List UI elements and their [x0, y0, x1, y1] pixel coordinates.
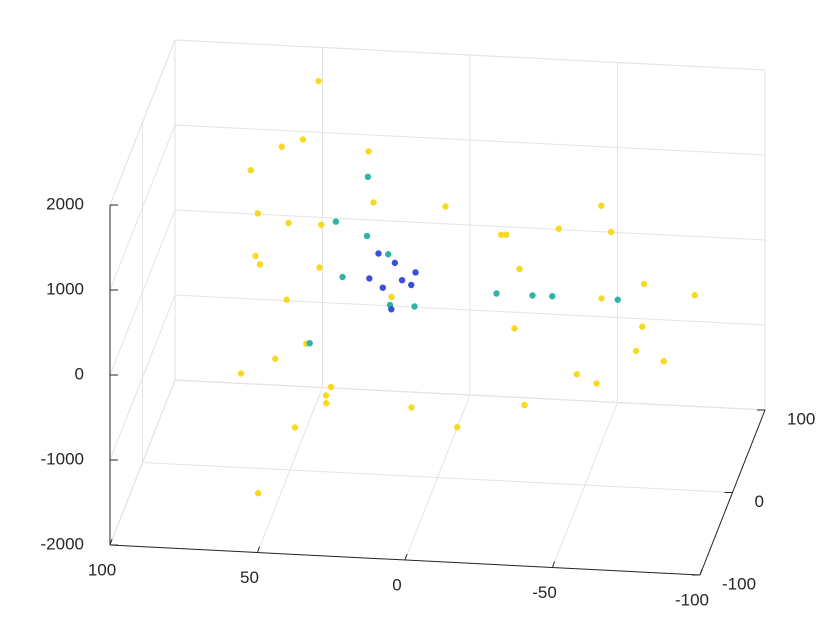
point [379, 284, 386, 291]
point [237, 370, 245, 377]
point [503, 231, 510, 238]
x-tick [552, 561, 555, 568]
point [549, 293, 556, 300]
point [516, 265, 523, 273]
point [323, 400, 330, 407]
point [364, 173, 372, 180]
x-tick [109, 538, 113, 546]
x-tick-label: 0 [392, 575, 401, 594]
point [254, 490, 262, 497]
point [315, 77, 322, 85]
x-tick [404, 553, 408, 561]
y-tick-label: -100 [722, 574, 756, 593]
point [283, 296, 290, 303]
point [316, 264, 323, 271]
grid-line [109, 209, 176, 376]
point [555, 225, 562, 232]
point [660, 358, 667, 365]
grid-line [174, 379, 766, 411]
grid-line [109, 39, 176, 206]
point [391, 259, 399, 267]
y-tick-label: 0 [755, 492, 764, 511]
point [375, 250, 382, 257]
point [408, 281, 415, 289]
point [529, 292, 536, 299]
point [363, 232, 371, 240]
grid-line [174, 39, 766, 71]
z-tick-label: 1000 [46, 279, 84, 298]
grid-line [174, 294, 766, 326]
z-tick-label: -2000 [41, 534, 84, 553]
point [247, 167, 254, 174]
point [365, 148, 372, 155]
point [306, 340, 313, 347]
point [299, 136, 307, 143]
point [598, 295, 605, 302]
point [493, 290, 500, 297]
x-tick [257, 546, 260, 553]
point [614, 296, 621, 303]
point [322, 392, 330, 399]
point [332, 218, 340, 225]
point [511, 325, 518, 332]
point [318, 221, 325, 228]
point [398, 277, 406, 284]
point [632, 347, 640, 355]
point [388, 306, 395, 313]
point [640, 280, 648, 288]
point [388, 293, 395, 301]
z-tick-label: 0 [75, 364, 84, 383]
point [385, 251, 392, 258]
x-tick-label: -100 [675, 590, 709, 609]
point [291, 424, 299, 431]
grid-line [109, 294, 176, 461]
point [573, 371, 580, 378]
point [256, 261, 264, 268]
point [327, 383, 335, 391]
point [254, 210, 262, 217]
point [691, 292, 698, 299]
point [272, 355, 279, 362]
z-tick-label: -1000 [41, 449, 84, 468]
grid-line [109, 124, 176, 291]
x-tick-label: 50 [240, 568, 259, 587]
point [442, 203, 449, 210]
grid-line [109, 379, 176, 546]
point [366, 275, 373, 282]
point [454, 424, 461, 431]
point [498, 231, 505, 238]
point [408, 404, 415, 411]
grid-line [174, 124, 766, 156]
x-tick-label: 100 [88, 560, 116, 579]
grid-line [174, 209, 766, 241]
point [598, 202, 605, 209]
point [339, 273, 346, 281]
x-tick-label: -50 [532, 583, 557, 602]
x-tick [699, 568, 703, 576]
point [607, 228, 615, 236]
point [285, 219, 292, 227]
y-tick-label: 100 [787, 409, 815, 428]
point [593, 380, 600, 387]
point [412, 269, 419, 276]
point [411, 303, 418, 310]
point [521, 401, 528, 409]
point [639, 323, 646, 330]
point [370, 199, 377, 206]
point [252, 252, 259, 260]
point [278, 143, 285, 150]
grid-line [142, 462, 733, 493]
z-tick-label: 2000 [46, 194, 84, 213]
